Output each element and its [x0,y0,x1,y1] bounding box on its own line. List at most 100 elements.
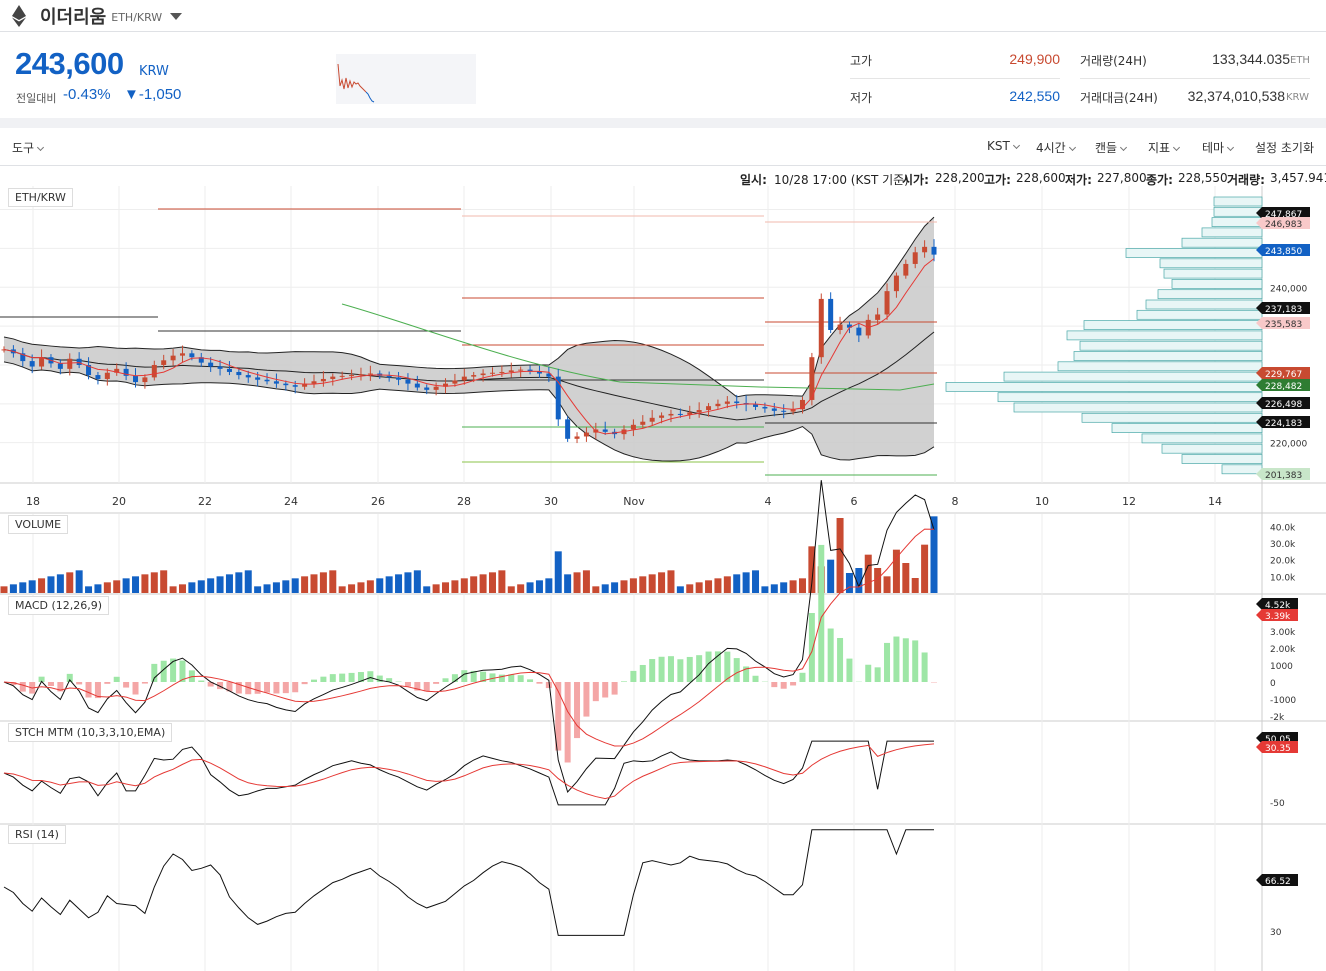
candle [67,358,73,369]
volume-bar [845,573,853,593]
price-tag-label: 226,498 [1265,400,1302,410]
volume-bar [385,576,393,593]
price-tag [1256,367,1310,379]
volume-bar [470,576,478,593]
volume-bar [488,572,496,593]
macd-tick-label: -2k [1270,713,1285,723]
macd-histogram [57,682,64,692]
volume-bar [761,586,769,593]
candle [555,376,561,420]
interval-menu[interactable]: 4시간 [1036,139,1076,156]
volume-bar [319,572,327,593]
stch-tag-label: 30.35 [1265,744,1291,754]
chart-area[interactable]: 18202224262830Nov468101214250,000245,000… [0,186,1326,971]
volume-bar [113,580,121,593]
macd-histogram [311,679,317,682]
chevron-down-icon[interactable] [170,13,183,20]
indicators-menu[interactable]: 지표 [1148,139,1181,156]
volume-bar [75,570,83,593]
volume-bar [66,572,74,593]
macd-histogram [282,682,289,694]
candle [320,378,326,382]
volume-bar [94,584,102,593]
macd-histogram [348,672,355,682]
volume-bar [188,582,196,593]
volume-profile-bar [1083,320,1263,330]
macd-histogram [498,674,505,682]
macd-histogram [527,679,534,682]
macd-histogram [320,676,327,682]
volume-bar [658,572,666,593]
volume-profile-bar [1079,340,1263,351]
volume-bar [808,546,816,593]
volume-bar [310,574,318,593]
high-value: 249,900 [1009,51,1060,67]
candle [405,379,411,384]
macd-histogram [865,664,872,682]
chart-type-menu[interactable]: 캔들 [1095,139,1128,156]
candle [57,363,63,369]
candle [302,383,308,387]
reset-settings-button[interactable]: 설정 초기화 [1255,141,1315,155]
x-tick-label: 26 [371,495,385,508]
price-tag-label: 229,767 [1265,370,1302,380]
macd-histogram [555,682,562,751]
rsi-tick-label: 30 [1270,928,1282,938]
macd-histogram [611,682,618,695]
candle [753,404,759,407]
macd-tag-label: 4.52k [1265,601,1291,611]
candle [828,298,834,330]
macd-tag-label: 3.39k [1265,612,1291,622]
volume-bar [686,584,694,593]
candle [104,372,110,379]
macd-histogram [113,676,120,682]
candle [527,369,533,372]
macd-histogram [94,682,101,699]
macd-histogram [10,682,17,686]
candle [330,376,336,379]
x-tick-label: 28 [457,495,471,508]
volume-bar [404,572,412,593]
volume-bar [423,586,431,593]
volume-bar [705,580,713,593]
candle [687,412,693,415]
price-tag-label: 247,867 [1265,210,1302,220]
candle [875,314,881,320]
volume-bar [207,578,215,593]
volume-bar [921,544,929,593]
theme-menu[interactable]: 테마 [1202,139,1235,156]
price-tag [1256,217,1310,229]
macd-histogram [808,613,815,682]
volume-bar [601,584,609,593]
macd-histogram [376,675,383,682]
macd-histogram [235,682,242,694]
macd-histogram [630,670,637,682]
price-tag-label: 224,183 [1265,419,1302,429]
moving-average-long [341,303,935,391]
candle [536,371,542,374]
candle [884,291,890,315]
candle [367,373,373,375]
macd-histogram [621,681,627,682]
candle [922,246,928,253]
candle [339,375,345,377]
volume-bar [620,580,628,593]
volume-bar [855,568,863,593]
volume-bar [291,578,299,593]
volume-profile-bar [1111,423,1263,433]
macd-histogram [602,682,609,698]
candle [499,371,505,373]
volume-bar [564,574,572,593]
candle [386,375,392,378]
tools-menu[interactable]: 도구 [12,139,45,156]
timezone-menu[interactable]: KST [987,139,1020,153]
ohlc-info: 일시: 10/28 17:00 (KST 기준) 시가: 228,200 고가:… [740,171,1326,187]
candle [226,368,232,372]
macd-histogram [837,637,844,682]
macd-histogram [357,672,364,682]
candle [893,275,899,292]
macd-histogram [799,672,806,682]
macd-histogram [19,682,26,692]
volume-bar [348,584,356,593]
volume-profile-bar [1125,248,1263,258]
